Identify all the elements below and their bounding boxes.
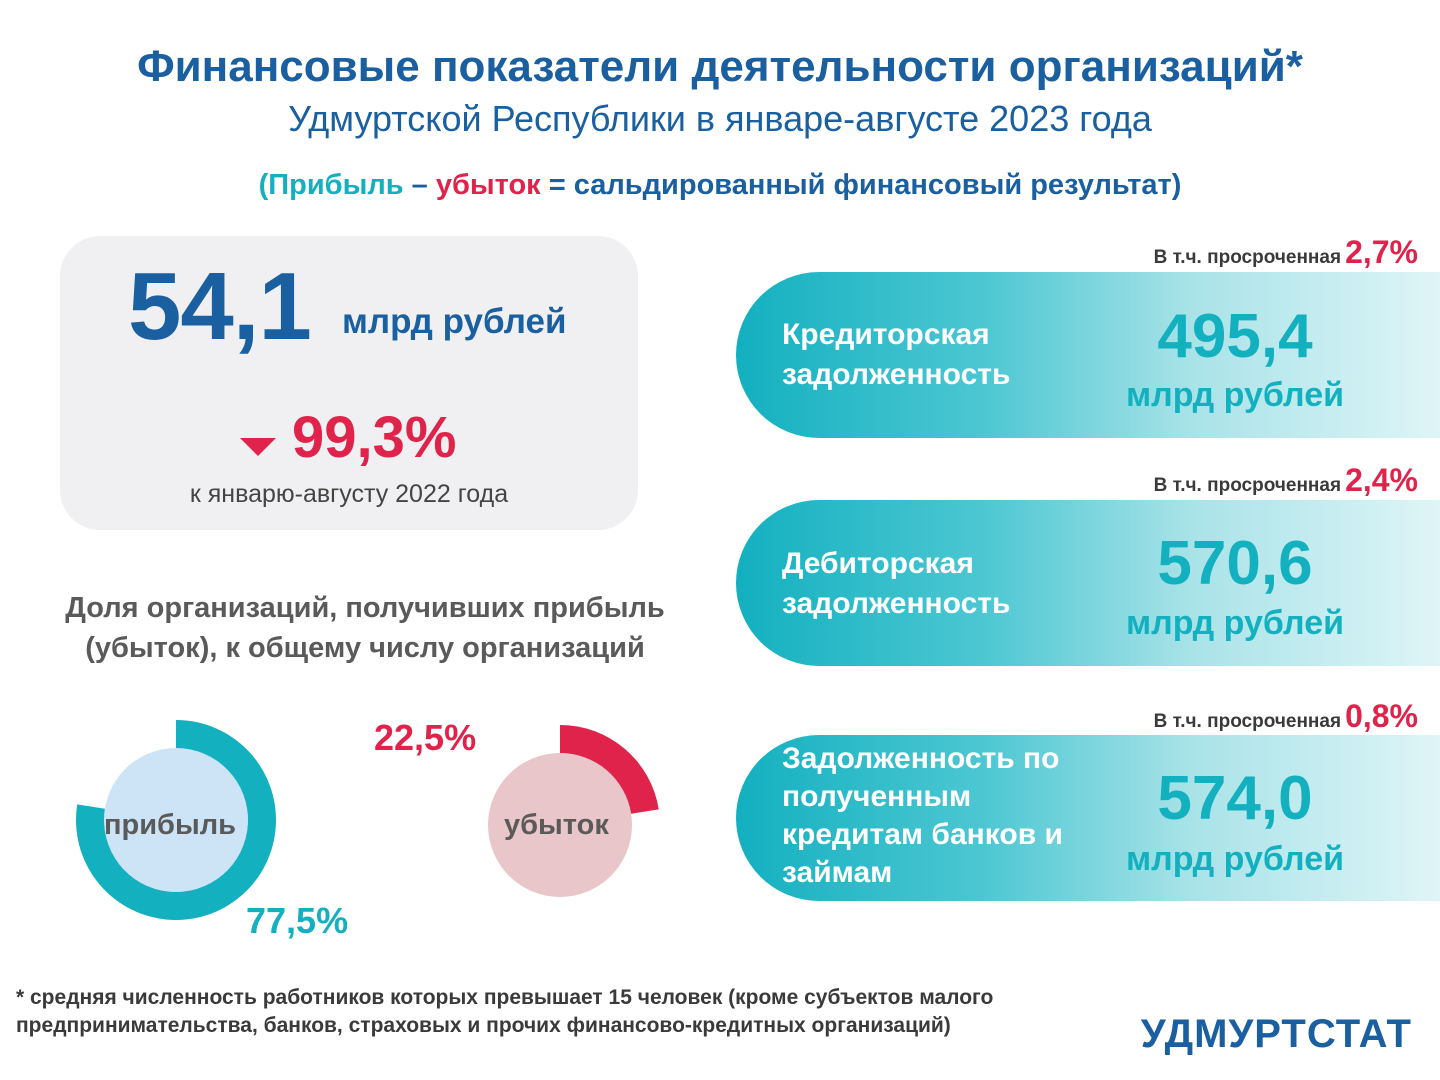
debtor-debt-value: 570,6 bbox=[1157, 529, 1313, 598]
overdue-debtor-pct: 2,4% bbox=[1345, 462, 1418, 498]
financial-result-change: 99,3% bbox=[292, 405, 457, 470]
share-section-title: Доля организаций, получивших прибыль (уб… bbox=[65, 592, 665, 664]
overdue-creditor: В т.ч. просроченная 2,7% bbox=[1154, 234, 1418, 271]
footnote: * средняя численность работников которых… bbox=[16, 986, 994, 1037]
loans-debt-unit: млрд рублей bbox=[1125, 840, 1345, 878]
debtor-debt-pill bbox=[736, 500, 1440, 666]
loss-inner-disc bbox=[488, 753, 632, 897]
profit-label: прибыль bbox=[104, 809, 236, 841]
page-subtitle: Удмуртской Республики в январе-августе 2… bbox=[288, 98, 1152, 139]
formula-line: (Прибыль – убыток = сальдированный финан… bbox=[0, 165, 1440, 205]
overdue-creditor-pct: 2,7% bbox=[1345, 234, 1418, 270]
creditor-debt-label: Кредиторская задолженность bbox=[782, 318, 1011, 391]
share-donuts bbox=[75, 720, 659, 920]
formula-minus: – bbox=[403, 169, 436, 201]
creditor-debt-value: 495,4 bbox=[1157, 302, 1313, 371]
overdue-loans-pct: 0,8% bbox=[1345, 698, 1418, 734]
loans-debt-value: 574,0 bbox=[1157, 764, 1313, 833]
formula-open: ( bbox=[258, 169, 269, 201]
loss-share-pct: 22,5% bbox=[374, 717, 477, 758]
profit-inner-disc bbox=[104, 748, 248, 892]
down-arrow-icon bbox=[240, 438, 276, 456]
profit-share-pct: 77,5% bbox=[246, 900, 349, 941]
loss-label: убыток bbox=[504, 809, 609, 841]
debtor-debt-unit: млрд рублей bbox=[1125, 604, 1345, 642]
creditor-debt-pill bbox=[736, 272, 1440, 438]
overdue-creditor-label: В т.ч. просроченная bbox=[1153, 247, 1342, 268]
overdue-debtor: В т.ч. просроченная 2,4% bbox=[1154, 462, 1418, 499]
formula-profit: Прибыль bbox=[268, 169, 404, 201]
loss-share-arc bbox=[560, 725, 659, 814]
financial-result-comparison: к январю-августу 2022 года bbox=[189, 480, 509, 508]
debtor-debt-label: Дебиторская задолженность bbox=[782, 547, 1011, 620]
financial-result-card bbox=[60, 236, 638, 530]
creditor-debt-unit: млрд рублей bbox=[1125, 376, 1345, 414]
formula-loss: убыток bbox=[435, 169, 541, 201]
financial-result-unit: млрд рублей bbox=[342, 302, 567, 341]
financial-result-value: 54,1 bbox=[128, 253, 312, 360]
page-title: Финансовые показатели деятельности орган… bbox=[137, 42, 1303, 91]
overdue-loans-label: В т.ч. просроченная bbox=[1153, 711, 1342, 732]
loans-debt-label: Задолженность по полученным кредитам бан… bbox=[782, 742, 1063, 889]
brand-logo-text: УДМУРТСТАТ bbox=[1140, 1012, 1412, 1056]
loans-debt-pill bbox=[736, 735, 1440, 901]
overdue-debtor-label: В т.ч. просроченная bbox=[1153, 475, 1342, 496]
formula-equals: = сальдированный финансовый результат) bbox=[540, 169, 1182, 201]
overdue-loans: В т.ч. просроченная 0,8% bbox=[1154, 698, 1418, 735]
